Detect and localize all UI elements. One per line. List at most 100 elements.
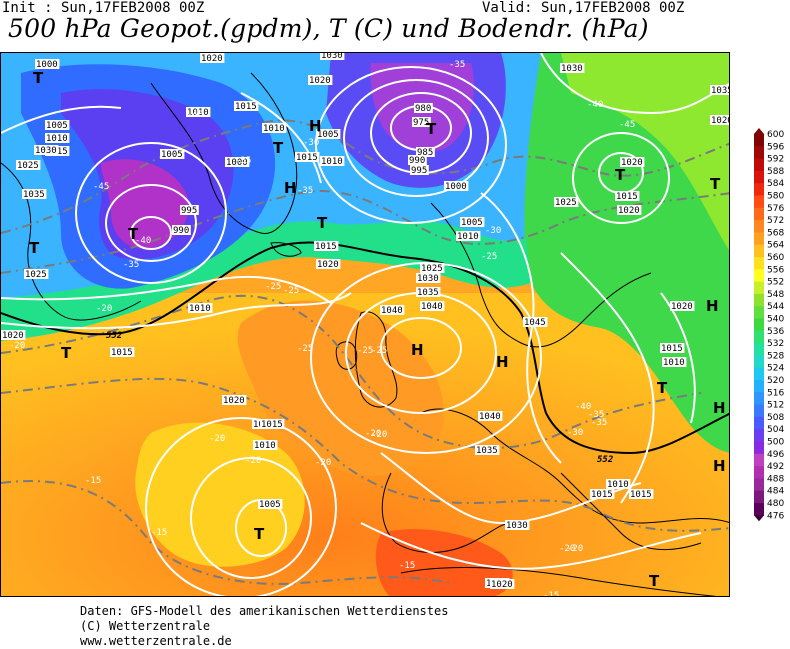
svg-text:1015: 1015: [235, 102, 257, 112]
pressure-label: 1015: [590, 489, 615, 500]
scale-label: 528: [767, 351, 784, 361]
scale-label: 580: [767, 192, 784, 202]
pressure-label: 1020: [710, 115, 729, 126]
pressure-label: 1020: [1, 330, 26, 341]
isobar-low-west-3: [75, 142, 227, 284]
scale-swatch: [754, 257, 764, 270]
scale-label: 572: [767, 216, 784, 226]
scale-label: 544: [767, 302, 784, 312]
pressure-label: 1010: [45, 133, 70, 144]
low-pressure-center: T: [649, 572, 660, 590]
temperature-label: -35: [235, 156, 251, 166]
pressure-label: 1000: [444, 181, 469, 192]
svg-text:1020: 1020: [223, 396, 245, 406]
scale-label: 560: [767, 253, 784, 263]
svg-text:1015: 1015: [111, 348, 133, 358]
pressure-label: 1020: [620, 157, 645, 168]
scale-swatch: [754, 318, 764, 332]
temperature-label: -15: [85, 476, 101, 486]
isotherm-minus25: [1, 294, 702, 449]
coast-britain: [354, 311, 398, 408]
pressure-label: 1030: [320, 53, 345, 61]
svg-text:1025: 1025: [17, 161, 39, 171]
isobar-low-west-1: [130, 216, 172, 250]
svg-text:1000: 1000: [226, 158, 248, 168]
pressure-label: 1000: [225, 157, 250, 168]
low-pressure-center: T: [710, 175, 721, 193]
temperature-label: -20: [365, 429, 381, 439]
svg-text:1010: 1010: [189, 304, 211, 314]
scale-swatch: [754, 244, 764, 258]
isotherm-minus35: [1, 119, 729, 234]
svg-text:1020: 1020: [491, 580, 513, 590]
isobar-north-2: [240, 92, 322, 184]
pressure-label: 995: [410, 165, 429, 176]
coast-scandinavia: [430, 202, 652, 348]
pressure-label: 1030: [505, 520, 530, 531]
svg-text:1030: 1030: [321, 53, 343, 61]
pressure-label: 1020: [316, 259, 341, 270]
pressure-label: 990: [172, 225, 191, 236]
temperature-label: -30: [567, 428, 583, 438]
svg-text:980: 980: [415, 104, 431, 114]
scale-label: 584: [767, 179, 784, 189]
geopot-color-scale-canvas: 600 596 592 588 584 580 576 572 568 564 560 556 552 5…: [754, 128, 784, 522]
scale-swatch: [754, 380, 764, 393]
scale-swatch: [754, 453, 764, 467]
svg-text:1015: 1015: [296, 153, 318, 163]
svg-text:1015: 1015: [315, 242, 337, 252]
map-title: 500 hPa Geopot.(gpdm), T (C) und Bodendr…: [8, 14, 649, 43]
geopot-552-label-east: 552: [597, 455, 613, 465]
coast-africa: [400, 567, 717, 596]
low-pressure-center: T: [128, 225, 139, 243]
pressure-label: 1005: [258, 499, 283, 510]
svg-text:1000: 1000: [36, 60, 58, 70]
pressure-label: 1040: [380, 305, 405, 316]
svg-text:1005: 1005: [161, 150, 183, 160]
temperature-label: -30: [303, 138, 319, 148]
svg-text:1010: 1010: [457, 232, 479, 242]
isotherm-minus15: [1, 480, 452, 585]
temperature-label-layer: -40-45-35-40-35-30-25-35-35-30-25-25-20-…: [9, 60, 635, 596]
scale-swatch: [754, 429, 764, 442]
svg-text:1020: 1020: [309, 76, 331, 86]
pressure-label: 975: [412, 117, 431, 128]
scale-swatch: [754, 146, 764, 160]
geopot-552-label: 552: [106, 331, 122, 341]
temperature-label: -15: [399, 561, 415, 571]
scale-label: 600: [767, 130, 784, 140]
pressure-label-layer: 1000 1020 1015 1010 1005 1015 1010 1005 1000 995 9…: [1, 53, 730, 590]
isobar-low-sw-3: [145, 417, 337, 596]
isobar-low-sw-2: [190, 457, 312, 579]
scale-label: 520: [767, 376, 784, 386]
scale-cap-top: [754, 128, 764, 134]
pressure-label: 1020: [490, 579, 515, 590]
svg-text:1025: 1025: [25, 270, 47, 280]
svg-text:975: 975: [413, 118, 429, 128]
pressure-label: 1030: [34, 145, 59, 156]
scale-swatch: [754, 293, 764, 307]
pressure-label: 995: [180, 205, 199, 216]
pressure-label: 1025: [554, 197, 579, 208]
svg-text:1025: 1025: [421, 264, 443, 274]
scale-label: 576: [767, 204, 784, 214]
pressure-label: 1015: [314, 241, 339, 252]
pressure-label: 1015: [295, 152, 320, 163]
svg-text:1020: 1020: [2, 331, 24, 341]
weather-map-canvas: 1000 1020 1015 1010 1005 1015 1010 1005 1000 995 9…: [1, 53, 730, 596]
svg-text:985: 985: [417, 148, 433, 158]
low-pressure-center: T: [615, 166, 626, 184]
temperature-label: -25: [371, 346, 387, 356]
scale-swatch: [754, 220, 764, 233]
svg-text:1035: 1035: [711, 86, 730, 96]
scale-swatch: [754, 490, 764, 504]
scale-swatch: [754, 306, 764, 319]
svg-text:1005: 1005: [259, 500, 281, 510]
isotherm-minus20: [1, 377, 729, 532]
pressure-label: 1005: [460, 217, 485, 228]
isobar-low-east-2: [572, 132, 670, 224]
pressure-label: 1030: [560, 63, 585, 74]
svg-text:1040: 1040: [421, 302, 443, 312]
init-time: Init : Sun,17FEB2008 00Z: [2, 0, 205, 16]
scale-label: 568: [767, 228, 784, 238]
